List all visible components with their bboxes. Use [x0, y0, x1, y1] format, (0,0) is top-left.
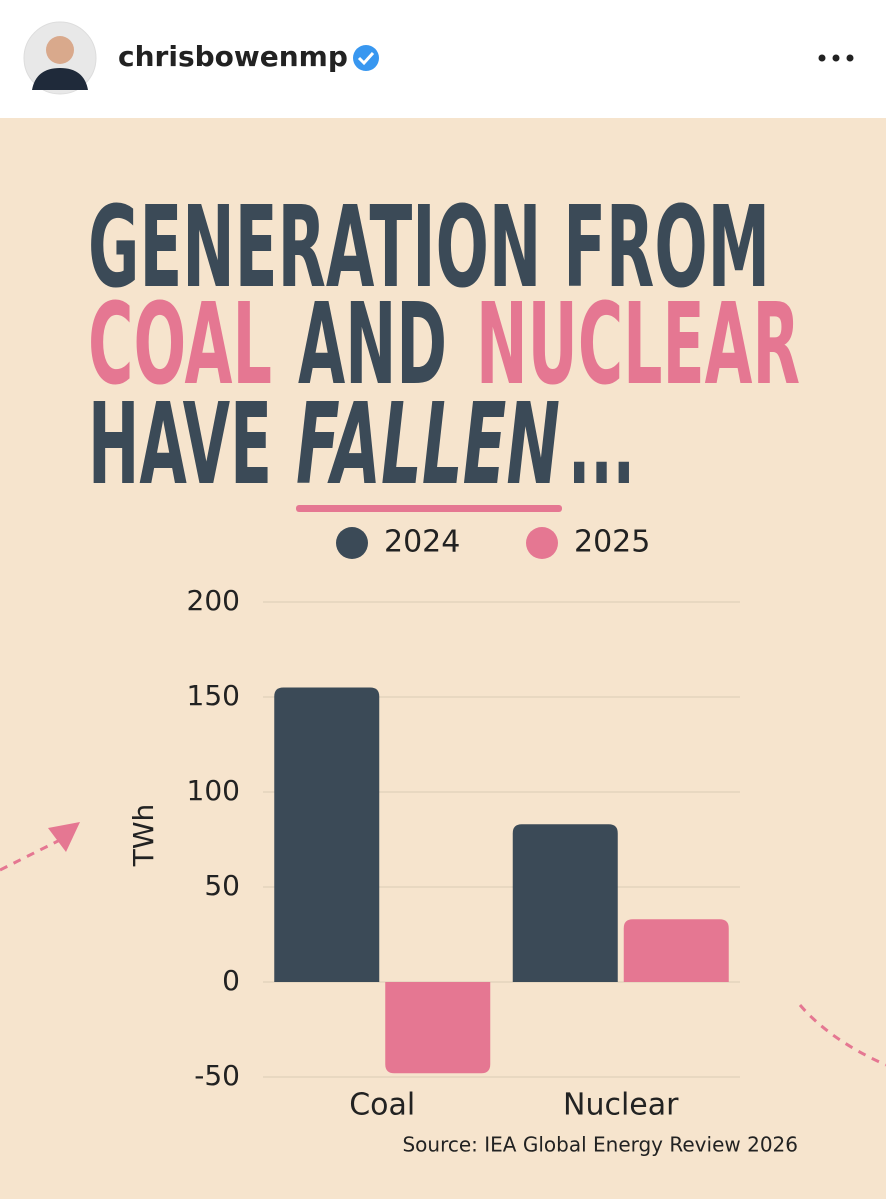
more-options[interactable] [818, 54, 854, 62]
title-segment: AND [298, 280, 447, 410]
y-axis-label: TWh [127, 804, 160, 868]
legend-label: 2024 [384, 525, 460, 560]
bar [512, 824, 618, 982]
legend-swatch [526, 527, 558, 559]
post-header [0, 0, 886, 118]
x-tick-label: Nuclear [563, 1088, 679, 1123]
y-tick-label: 100 [187, 774, 240, 807]
title-segment: NUCLEAR [476, 280, 800, 410]
title-underline [296, 505, 562, 512]
x-tick-label: Coal [349, 1088, 415, 1123]
bar [274, 687, 380, 982]
y-tick-label: 150 [187, 679, 240, 712]
decor-arrowhead [48, 822, 80, 852]
bar [623, 919, 729, 982]
title-segment: ... [568, 380, 635, 510]
legend-label: 2025 [574, 525, 650, 560]
legend-swatch [336, 527, 368, 559]
title-segment: COAL [88, 280, 272, 410]
y-tick-label: 50 [204, 869, 240, 902]
source-note: Source: IEA Global Energy Review 2026 [402, 1133, 798, 1157]
y-tick-label: 200 [187, 584, 240, 617]
y-tick-label: -50 [194, 1059, 240, 1092]
title-segment: GENERATION FROM [88, 183, 770, 313]
bar [385, 982, 491, 1074]
y-tick-label: 0 [222, 964, 240, 997]
avatar-body [32, 68, 88, 90]
avatar-face [46, 36, 74, 64]
username[interactable]: chrisbowenmp [118, 40, 348, 73]
title-segment: HAVE [88, 380, 272, 510]
verified-badge [353, 45, 379, 71]
title-segment: FALLEN [296, 380, 560, 510]
decor-arrow [798, 1004, 886, 1067]
